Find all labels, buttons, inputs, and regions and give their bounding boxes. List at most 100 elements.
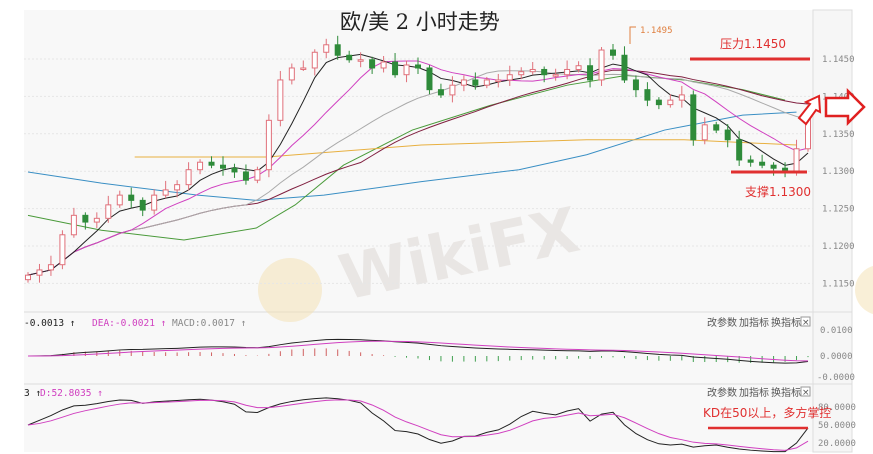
switch-indicator-button[interactable]: 换指标: [771, 316, 801, 329]
macd-dea-line: [27, 340, 809, 362]
candle: [575, 61, 582, 73]
candle: [747, 155, 754, 167]
candle: [185, 162, 192, 191]
candle-body: [369, 59, 376, 69]
candle-body: [93, 217, 100, 223]
candle-body: [495, 79, 502, 82]
candle: [128, 187, 135, 208]
candle: [690, 90, 697, 146]
candle: [552, 68, 559, 81]
candle: [82, 212, 89, 230]
watermark-logo-icon: [855, 266, 873, 314]
candle: [25, 272, 31, 283]
candle-body: [793, 148, 800, 172]
candle: [655, 97, 662, 110]
price-tick: 1.1300: [822, 167, 855, 177]
candle-body: [472, 79, 479, 86]
candle-body: [701, 124, 708, 141]
candle-body: [174, 184, 181, 191]
candle: [460, 75, 467, 92]
candle-body: [346, 54, 353, 61]
candle: [220, 156, 226, 176]
candle: [93, 212, 100, 229]
candle-body: [541, 68, 548, 76]
close-panel-button[interactable]: ×: [802, 318, 810, 328]
candle: [151, 189, 158, 215]
kd-tick: 50.0000: [818, 421, 856, 431]
price-tick: 1.1150: [822, 279, 855, 289]
chart-title: 欧/美 2 小时走势: [340, 10, 500, 34]
candle-body: [552, 74, 559, 77]
candle: [449, 76, 456, 103]
candle: [105, 195, 112, 223]
candle: [380, 56, 387, 73]
candle: [759, 154, 766, 169]
support-label: 支撑1.1300: [745, 184, 811, 199]
overlay-ma-line: [134, 139, 797, 158]
candle: [426, 64, 433, 95]
candle: [518, 67, 525, 80]
modify-params-button[interactable]: 改参数: [707, 316, 737, 329]
candle: [437, 83, 444, 98]
candle-body: [610, 49, 616, 56]
add-indicator-button[interactable]: 加指标: [739, 316, 769, 329]
candle-body: [690, 94, 697, 141]
candle: [541, 66, 548, 83]
candle-body: [575, 65, 582, 70]
candle-body: [231, 167, 238, 173]
close-icon[interactable]: [800, 386, 811, 397]
candle-body: [460, 79, 467, 86]
macd-value: MACD:0.0017 ↑: [172, 318, 246, 329]
candle-body: [655, 99, 662, 106]
price-tick: 1.1250: [822, 205, 855, 215]
candle: [564, 60, 571, 80]
candle: [197, 159, 204, 175]
candle-body: [185, 169, 192, 186]
modify-params-button[interactable]: 改参数: [707, 386, 737, 399]
macd-axis: 0.0100 0.0000 -0.0000: [817, 326, 855, 383]
macd-tick: 0.0000: [820, 352, 853, 362]
candle: [713, 121, 720, 134]
candle-body: [426, 67, 433, 91]
price-tick: 1.1450: [822, 55, 855, 65]
candle-body: [162, 189, 169, 196]
candle: [174, 180, 181, 198]
kd-toolbar: 改参数 加指标 换指标 ×: [707, 386, 811, 399]
watermark-logo-icon: [258, 258, 322, 322]
candle-body: [277, 79, 284, 121]
candle-body: [415, 64, 421, 69]
kd-annotation: KD在50以上，多方掌控: [703, 405, 831, 420]
macd-diff-line: [27, 338, 809, 364]
candle-body: [380, 61, 387, 69]
kd-k-line: [27, 397, 809, 453]
candle: [736, 130, 743, 166]
kd-k-value: 3 ↑: [24, 388, 41, 399]
candle-body: [483, 79, 490, 86]
macd-chart: [27, 338, 809, 364]
candle-body: [220, 164, 226, 169]
candle: [472, 72, 479, 90]
kd-tick: 20.0000: [818, 439, 856, 449]
candle: [242, 164, 249, 185]
resistance-label: 压力1.1450: [720, 37, 786, 51]
close-panel-button[interactable]: ×: [802, 388, 810, 398]
candle-body: [587, 65, 594, 81]
peak-label: 1.1495: [640, 26, 673, 36]
candle: [311, 49, 318, 76]
candle: [529, 61, 536, 75]
candle-body: [334, 44, 341, 56]
candle-body: [105, 204, 112, 219]
candle-body: [564, 68, 571, 76]
switch-indicator-button[interactable]: 换指标: [771, 386, 801, 399]
close-icon[interactable]: [800, 316, 811, 327]
candle-body: [632, 79, 639, 91]
candle-body: [208, 161, 215, 166]
add-indicator-button[interactable]: 加指标: [739, 386, 769, 399]
candle: [139, 197, 146, 217]
candle-body: [713, 124, 720, 131]
candle: [265, 114, 272, 178]
candle-body: [392, 61, 399, 76]
candle: [369, 56, 376, 74]
up-arrow-icon: [797, 94, 822, 126]
